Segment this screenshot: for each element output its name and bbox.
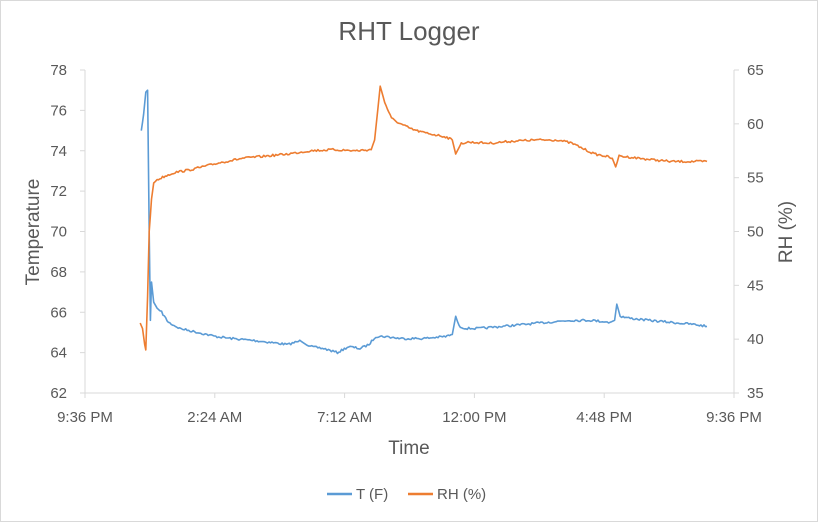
x-tick-label: 9:36 PM	[706, 409, 762, 426]
y-axis-right-title: RH (%)	[776, 201, 797, 263]
y-left-tick-label: 64	[50, 345, 67, 362]
y-right-tick-label: 50	[747, 224, 764, 241]
y-right-tick-label: 40	[747, 331, 764, 348]
x-tick-label: 7:12 AM	[317, 409, 372, 426]
series-line-1	[139, 85, 708, 351]
y-left-tick-label: 62	[50, 385, 67, 402]
y-right-tick-label: 60	[747, 116, 764, 133]
y-left-tick-label: 66	[50, 304, 67, 321]
x-tick-labels: 9:36 PM 2:24 AM 7:12 AM 12:00 PM 4:48 PM 9:36…	[57, 393, 762, 426]
y-left-tick-label: 78	[50, 62, 67, 79]
y-right-tick-labels: 35 40 45 50 55 60 65	[734, 62, 764, 402]
x-tick-label: 2:24 AM	[187, 409, 242, 426]
y-left-tick-label: 74	[50, 143, 67, 160]
series-layer	[139, 85, 708, 355]
y-axis-left-title: Temperature	[23, 179, 44, 286]
x-tick-label: 12:00 PM	[442, 409, 506, 426]
series-line-0	[140, 89, 708, 355]
y-left-tick-label: 72	[50, 183, 67, 200]
x-tick-label: 9:36 PM	[57, 409, 113, 426]
x-tick-label: 4:48 PM	[576, 409, 632, 426]
legend-label-rh: RH (%)	[437, 486, 486, 503]
y-left-tick-labels: 62 64 66 68 70 72 74 76 78	[50, 62, 85, 402]
chart-title: RHT Logger	[338, 16, 479, 46]
y-right-tick-label: 65	[747, 62, 764, 79]
y-left-tick-label: 76	[50, 102, 67, 119]
y-right-tick-label: 35	[747, 385, 764, 402]
y-left-tick-label: 68	[50, 264, 67, 281]
y-left-tick-label: 70	[50, 224, 67, 241]
y-right-tick-label: 45	[747, 277, 764, 294]
y-right-tick-label: 55	[747, 170, 764, 187]
legend: T (F) RH (%)	[327, 486, 486, 503]
x-axis-title: Time	[388, 438, 430, 459]
legend-label-t: T (F)	[356, 486, 388, 503]
